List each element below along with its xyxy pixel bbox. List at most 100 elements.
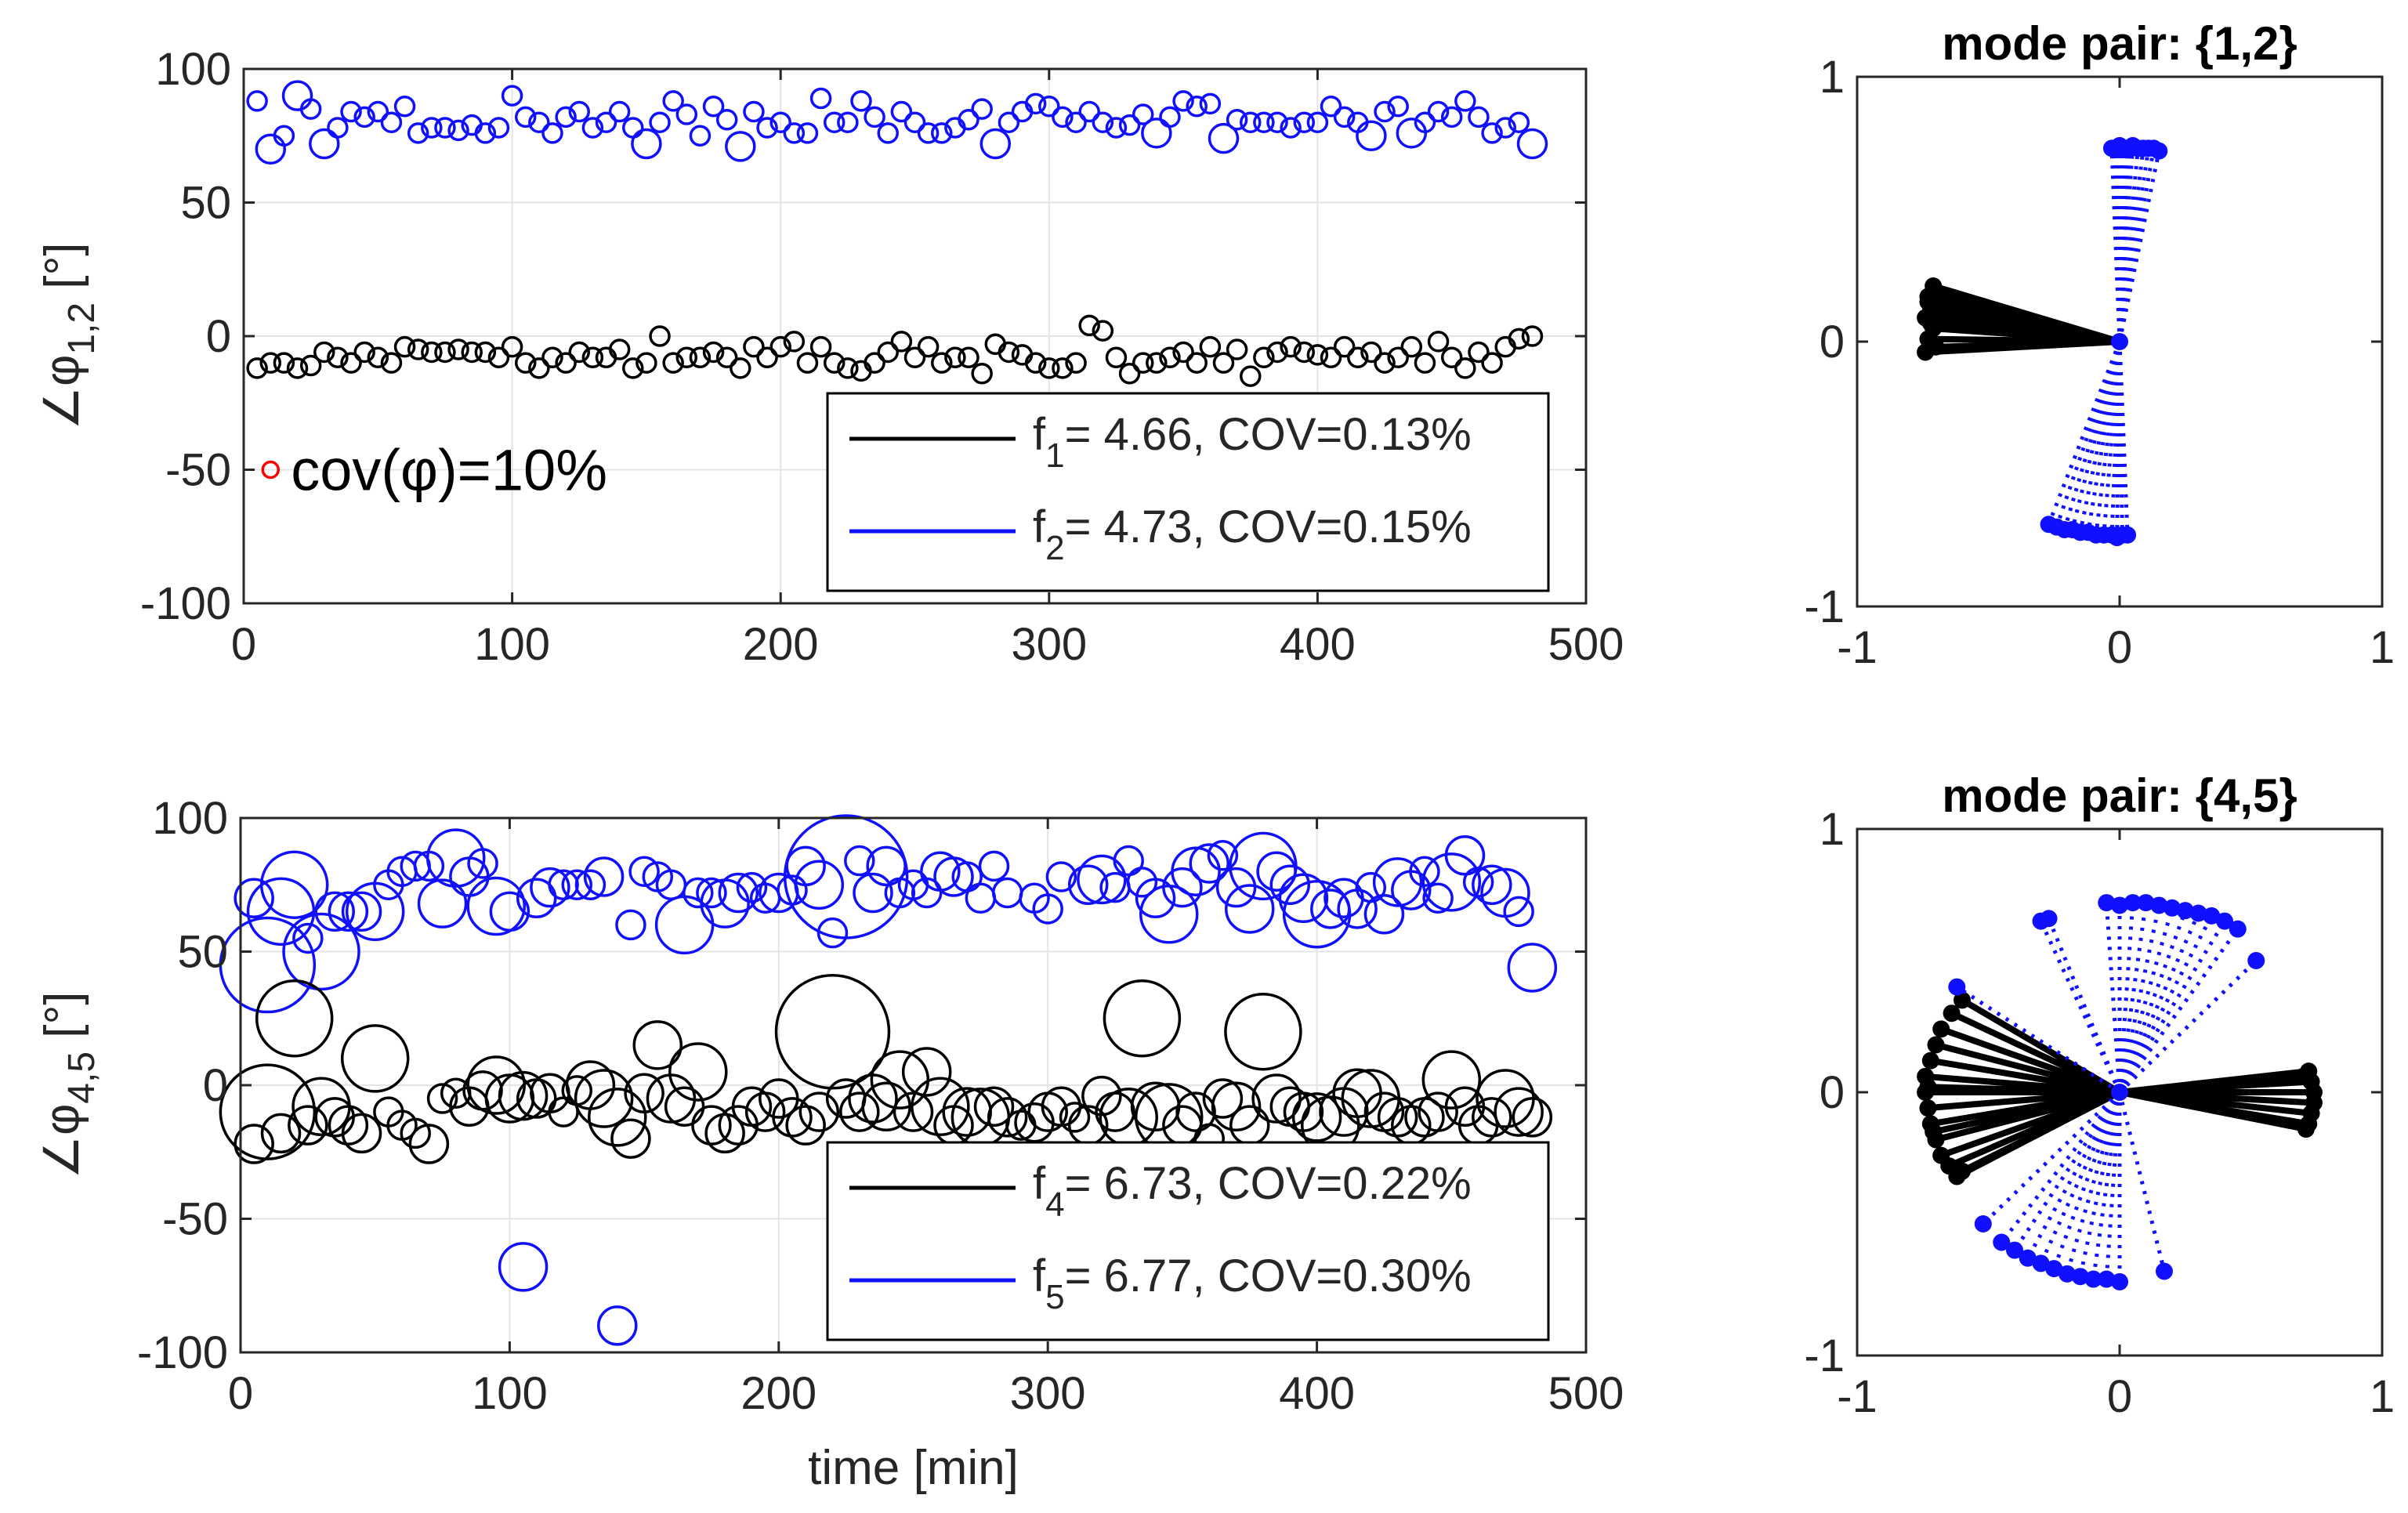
x-tick-label: -1	[1837, 1371, 1878, 1422]
data-point	[1919, 1099, 1937, 1117]
data-point	[541, 346, 563, 369]
data-point	[1162, 867, 1203, 908]
data-point	[1256, 851, 1297, 892]
data-point	[1481, 122, 1503, 144]
series-black	[1917, 991, 2323, 1185]
data-point	[314, 891, 355, 932]
data-point	[649, 111, 671, 133]
data-point	[597, 1305, 638, 1346]
legend-label: f1= 4.66, COV=0.13%	[1033, 409, 1472, 475]
series-blue	[246, 80, 1548, 165]
data-point	[1372, 857, 1423, 907]
data-point	[421, 117, 443, 139]
data-point	[1421, 1050, 1482, 1109]
legend-label-symbol: f	[1033, 409, 1046, 460]
data-point	[1189, 843, 1229, 884]
plot-area	[246, 80, 1548, 387]
data-point	[1226, 338, 1248, 360]
data-point	[353, 341, 375, 364]
y-axis-label-unit: [°]	[35, 991, 89, 1051]
data-point	[1954, 1162, 1971, 1180]
spoke-line	[2117, 907, 2174, 1093]
data-point	[340, 1024, 410, 1093]
data-point	[1374, 352, 1396, 374]
data-point	[341, 1113, 382, 1154]
data-point	[282, 912, 360, 991]
spoke-line	[1982, 1091, 2121, 1225]
data-point	[588, 1088, 647, 1147]
data-point	[581, 346, 604, 369]
data-point	[1024, 92, 1047, 115]
legend-box	[826, 392, 1550, 592]
spoke-line	[2117, 914, 2214, 1094]
data-point	[1481, 352, 1503, 374]
y-tick-label: 1	[1820, 52, 1845, 103]
data-point	[461, 341, 483, 364]
data-point	[574, 869, 607, 900]
y-axis-label-subscript: 1,2	[61, 302, 103, 355]
data-point	[933, 856, 974, 897]
x-tick-label: 100	[474, 619, 550, 670]
legend-label-subscript: 5	[1045, 1278, 1064, 1316]
legend-label-text: = 4.66, COV=0.13%	[1065, 409, 1472, 460]
data-point	[393, 335, 416, 358]
y-tick-label: 0	[1820, 1067, 1845, 1118]
data-point	[341, 891, 382, 932]
data-point	[1503, 896, 1534, 928]
data-point	[823, 111, 846, 133]
data-point	[809, 335, 832, 358]
y-tick-label: 50	[177, 927, 228, 978]
data-point	[794, 860, 845, 910]
data-point	[259, 352, 282, 374]
panel-polar45: -1 0 1 -1 0 1 mode pair: {4,5}	[1804, 769, 2395, 1422]
data-point	[979, 128, 1012, 160]
data-point	[668, 1042, 728, 1102]
data-point	[400, 1117, 431, 1149]
spoke-line	[1932, 1089, 2120, 1135]
data-point	[417, 878, 468, 928]
data-point	[2071, 1268, 2089, 1286]
data-point	[1925, 282, 1943, 300]
data-point	[568, 341, 590, 364]
origin-point	[2111, 333, 2128, 350]
data-point	[514, 352, 537, 374]
data-point	[328, 1105, 369, 1146]
data-point	[1494, 1087, 1544, 1137]
chart-title: mode pair: {4,5}	[1942, 769, 2298, 822]
data-point	[1974, 1215, 1992, 1232]
y-tick-label: -1	[1804, 581, 1845, 632]
data-point	[683, 877, 714, 909]
data-point	[561, 869, 592, 900]
data-point	[844, 845, 875, 877]
legend-label-subscript: 1	[1045, 436, 1064, 475]
data-point	[574, 1069, 634, 1128]
data-point	[309, 128, 340, 160]
data-point	[1251, 1073, 1302, 1124]
y-tick-label: -100	[140, 578, 231, 629]
plot-area	[1917, 894, 2323, 1290]
data-point	[1024, 352, 1047, 374]
data-point	[837, 357, 859, 379]
data-point	[1917, 343, 1935, 361]
data-point	[380, 111, 403, 133]
legend-label: f4= 6.73, COV=0.22%	[1033, 1158, 1472, 1224]
data-point	[260, 1113, 302, 1154]
spoke-line	[2091, 1091, 2122, 1280]
data-point	[1141, 118, 1172, 149]
plot-area	[1917, 136, 2168, 547]
series-blue	[2040, 136, 2168, 547]
spoke-line	[2039, 1091, 2122, 1265]
data-point	[407, 338, 429, 360]
legend-label-symbol: f	[1033, 1251, 1046, 1301]
data-point	[622, 357, 644, 379]
data-point	[2203, 907, 2221, 925]
data-point	[273, 125, 295, 147]
data-point	[1215, 867, 1257, 908]
data-point	[2019, 1249, 2037, 1267]
data-point	[2155, 1262, 2173, 1280]
x-tick-label: 500	[1548, 619, 1624, 670]
data-point	[474, 341, 497, 364]
x-tick-label: 200	[741, 1368, 817, 1419]
data-point	[1421, 852, 1482, 912]
